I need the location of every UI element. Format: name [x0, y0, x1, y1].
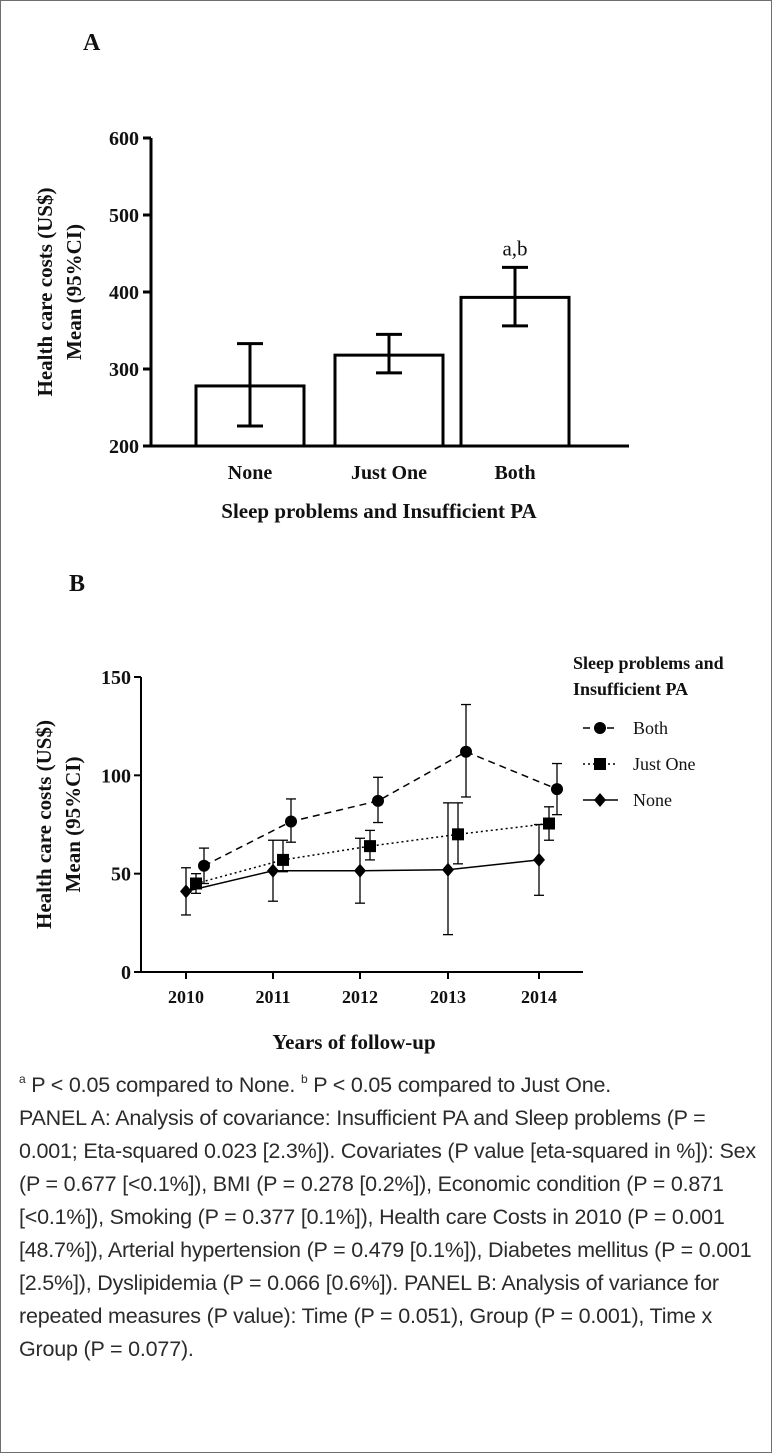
panel-b-legend-label: Both	[633, 718, 668, 738]
panel-b-y-axis-title-line2: Mean (95%CI)	[61, 757, 85, 893]
panel-b-line-chart: B 0 50 100 150 2010 2011 2012 2013 2014 Sleep prob…	[32, 571, 724, 1054]
panel-a-y-tick-label: 400	[109, 282, 139, 304]
panel-b-data-point	[452, 828, 464, 841]
panel-b-x-tick-label: 2014	[521, 987, 557, 1007]
panel-b-y-axis-title-line1: Health care costs (US$)	[32, 720, 56, 929]
panel-b-x-tick-label: 2012	[342, 987, 378, 1007]
panel-b-data-point	[364, 840, 376, 853]
panel-b-series-just-one	[190, 802, 555, 894]
panel-a-bar-chart: A 200 300 400 500 600 None Just One Both a,b Sleep…	[33, 30, 629, 523]
panel-b-data-point	[551, 783, 563, 796]
panel-a-y-axis-title-line2: Mean (95%CI)	[62, 224, 86, 360]
panel-b-data-point	[460, 745, 472, 758]
figure-caption: a P < 0.05 compared to None. b P < 0.05 …	[19, 1069, 759, 1366]
panel-b-legend-title-line1: Sleep problems and	[573, 653, 724, 673]
panel-b-legend-marker	[594, 722, 606, 734]
panel-a-significance-annotation: a,b	[502, 236, 527, 260]
caption-sup-b: b	[300, 1072, 308, 1086]
panel-b-x-axis-title: Years of follow-up	[272, 1030, 435, 1054]
panel-b-series-line	[203, 750, 558, 867]
panel-b-data-point	[285, 815, 297, 828]
panel-b-legend-label: Just One	[633, 754, 696, 774]
panel-b-legend-label: None	[633, 790, 672, 810]
caption-significance-note: a P < 0.05 compared to None. b P < 0.05 …	[19, 1069, 759, 1102]
panel-a-category-label: Just One	[351, 462, 427, 484]
panel-b-data-point	[198, 859, 210, 872]
caption-note-a: P < 0.05 compared to None.	[25, 1073, 301, 1097]
panel-a-category-label: Both	[494, 462, 535, 484]
panel-a-y-tick-label: 500	[109, 205, 139, 227]
panel-b-y-tick-label: 0	[121, 962, 131, 984]
caption-body: PANEL A: Analysis of covariance: Insuffi…	[19, 1106, 756, 1361]
panel-b-legend-marker	[594, 758, 606, 770]
panel-b-y-tick-label: 150	[101, 667, 131, 689]
panel-b-data-point	[543, 817, 555, 830]
panel-b-series-line	[195, 822, 550, 885]
panel-b-x-tick-label: 2010	[168, 987, 204, 1007]
caption-sup-a: a	[19, 1072, 26, 1086]
panel-a-label: A	[83, 30, 101, 56]
panel-b-series-none	[180, 802, 545, 936]
panel-b-data-point	[372, 794, 384, 807]
panel-b-legend-marker	[594, 793, 606, 807]
caption-note-b: P < 0.05 compared to Just One.	[307, 1073, 611, 1097]
panel-a-y-axis-title-line1: Health care costs (US$)	[33, 188, 57, 397]
panel-b-x-tick-label: 2013	[430, 987, 466, 1007]
panel-a-y-tick-label: 300	[109, 359, 139, 381]
panel-b-data-point	[277, 853, 289, 866]
panel-b-data-point	[267, 863, 279, 878]
panel-b-legend-title-line2: Insufficient PA	[573, 679, 688, 699]
panel-b-series-line	[185, 859, 540, 893]
panel-b-y-tick-label: 100	[101, 765, 131, 787]
panel-a-y-tick-label: 600	[109, 128, 139, 150]
panel-a-category-label: None	[228, 462, 273, 484]
panel-b-x-tick-label: 2011	[255, 987, 290, 1007]
panel-b-data-point	[442, 862, 454, 877]
panel-b-label: B	[69, 571, 85, 597]
panel-b-data-point	[180, 884, 192, 899]
panel-a-y-tick-label: 200	[109, 436, 139, 458]
panel-b-y-tick-label: 50	[111, 864, 131, 886]
panel-b-data-point	[190, 877, 202, 890]
panel-a-x-axis-title: Sleep problems and Insufficient PA	[221, 499, 537, 523]
panel-b-data-point	[354, 863, 366, 878]
panel-b-data-point	[533, 852, 545, 867]
panel-b-series-both	[198, 703, 563, 885]
